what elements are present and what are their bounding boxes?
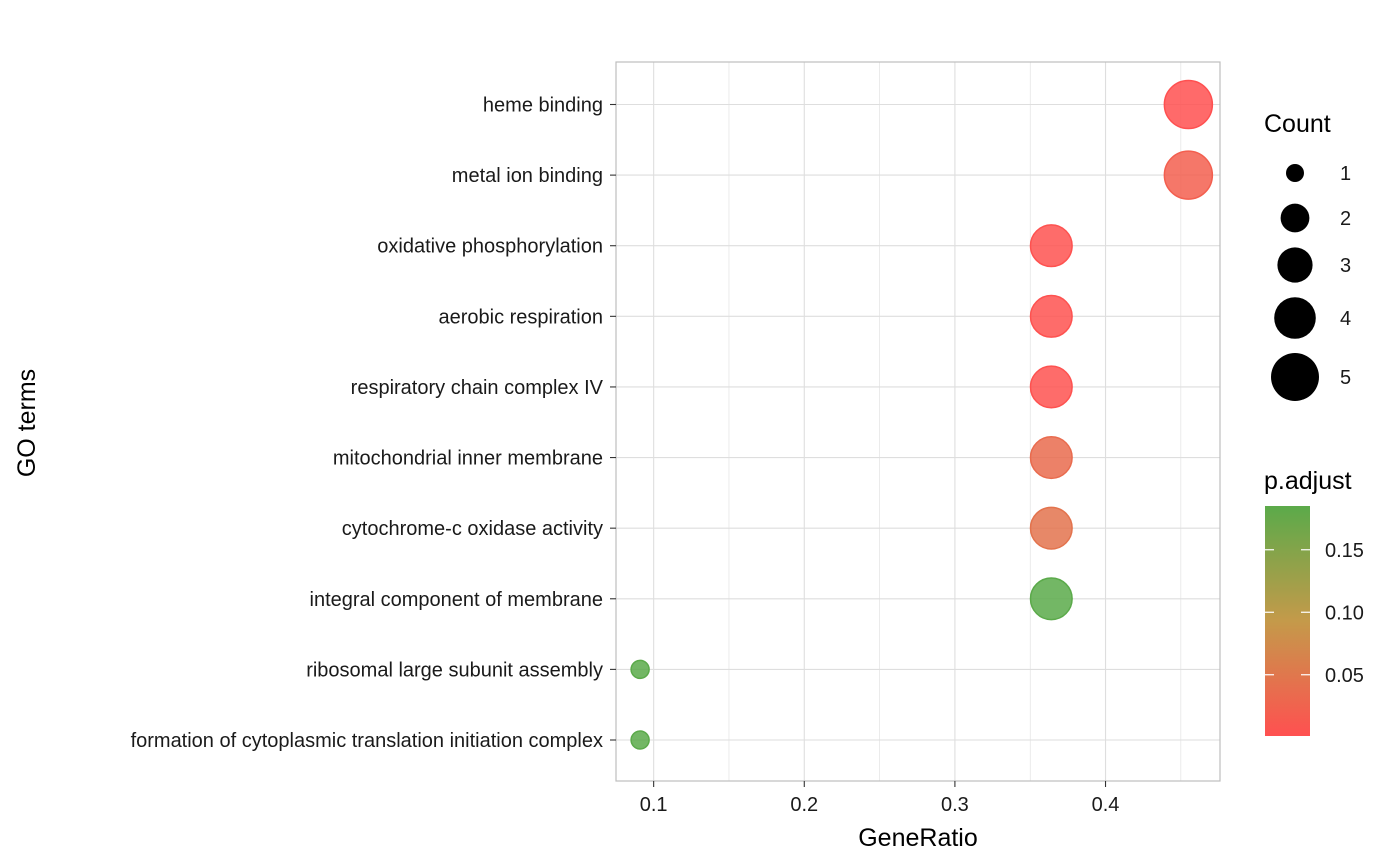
data-point bbox=[1029, 294, 1073, 338]
p-adjust-colorbar bbox=[1265, 506, 1310, 736]
data-point bbox=[630, 659, 650, 680]
y-tick-label: formation of cytoplasmic translation ini… bbox=[131, 730, 603, 752]
y-tick-label: metal ion binding bbox=[452, 165, 603, 187]
p-adjust-legend-title: p.adjust bbox=[1264, 467, 1352, 495]
y-tick-label: ribosomal large subunit assembly bbox=[306, 659, 603, 681]
y-tick-label: mitochondrial inner membrane bbox=[333, 448, 603, 470]
x-tick-label: 0.3 bbox=[941, 794, 969, 816]
points-layer bbox=[630, 79, 1214, 750]
count-legend-label: 5 bbox=[1340, 367, 1351, 389]
count-legend-key bbox=[1277, 247, 1313, 283]
y-tick-label: cytochrome-c oxidase activity bbox=[342, 518, 603, 540]
panel-border bbox=[615, 61, 1221, 782]
y-tick-label: integral component of membrane bbox=[310, 589, 604, 611]
data-point bbox=[1029, 577, 1073, 621]
y-tick-label: aerobic respiration bbox=[438, 306, 603, 328]
count-legend-label: 4 bbox=[1340, 308, 1351, 330]
y-axis-title: GO terms bbox=[13, 369, 41, 477]
y-tick-label: oxidative phosphorylation bbox=[377, 236, 603, 258]
count-legend-label: 1 bbox=[1340, 163, 1351, 185]
data-point bbox=[1029, 365, 1073, 409]
data-point bbox=[1029, 506, 1073, 550]
count-legend-key bbox=[1271, 353, 1319, 401]
y-tick-label: respiratory chain complex IV bbox=[351, 377, 604, 399]
data-point bbox=[1163, 79, 1214, 130]
x-tick-layer: 0.1 0.2 0.3 0.4 bbox=[640, 781, 1120, 816]
count-legend-key bbox=[1286, 164, 1304, 182]
count-legend-label: 3 bbox=[1340, 255, 1351, 277]
y-tick-label: heme binding bbox=[483, 95, 603, 117]
y-tick-layer: heme binding metal ion binding oxidative p… bbox=[131, 95, 616, 752]
x-tick-label: 0.2 bbox=[790, 794, 818, 816]
p-adjust-legend-label: 0.10 bbox=[1325, 602, 1364, 624]
count-legend-label: 2 bbox=[1340, 208, 1351, 230]
data-point bbox=[1029, 224, 1073, 268]
p-adjust-legend: 0.05 0.10 0.15 bbox=[1265, 540, 1364, 687]
data-point bbox=[1029, 436, 1073, 480]
x-axis-title: GeneRatio bbox=[858, 824, 978, 852]
count-legend-key bbox=[1274, 297, 1316, 339]
p-adjust-legend-label: 0.15 bbox=[1325, 540, 1364, 562]
count-legend-key bbox=[1280, 203, 1310, 233]
p-adjust-legend-label: 0.05 bbox=[1325, 665, 1364, 687]
data-point bbox=[630, 730, 650, 750]
count-legend-title: Count bbox=[1264, 110, 1331, 138]
x-tick-label: 0.4 bbox=[1092, 794, 1120, 816]
count-legend: 1 2 3 4 5 bbox=[1271, 163, 1351, 401]
data-point bbox=[1163, 150, 1214, 200]
grid-layer bbox=[616, 62, 1220, 781]
x-tick-label: 0.1 bbox=[640, 794, 668, 816]
